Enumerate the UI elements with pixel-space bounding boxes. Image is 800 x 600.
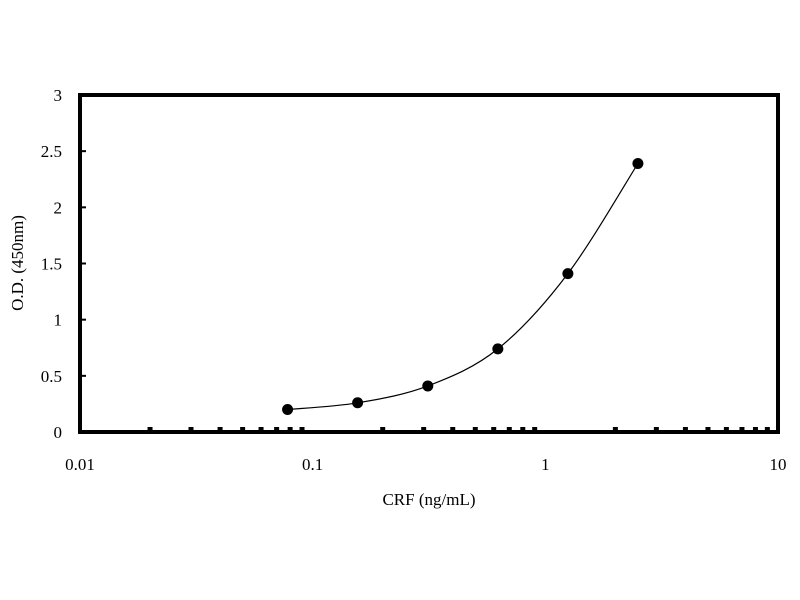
data-point (282, 404, 294, 416)
tick-labels: 0.01 0.1 1 10 0 0.5 1 1.5 2 2.5 3 (41, 86, 787, 474)
y-tick-label: 0.5 (41, 367, 62, 386)
data-point (632, 158, 644, 170)
y-tick-label: 0 (54, 423, 63, 442)
data-point (492, 343, 504, 355)
y-tick-label: 1 (54, 311, 63, 330)
data-point (562, 268, 574, 280)
x-tick-label: 1 (541, 455, 550, 474)
x-axis-title: CRF (ng/mL) (382, 490, 475, 509)
x-tick-label: 0.1 (302, 455, 323, 474)
x-tick-label: 10 (770, 455, 787, 474)
data-points (282, 158, 644, 416)
y-tick-label: 2.5 (41, 142, 62, 161)
data-point (352, 397, 364, 409)
data-point (422, 380, 434, 392)
axis-ticks (80, 94, 770, 433)
y-tick-label: 3 (54, 86, 63, 105)
y-tick-label: 1.5 (41, 255, 62, 274)
y-tick-label: 2 (54, 198, 63, 217)
fit-curve-line (287, 163, 639, 411)
plot-area-frame (78, 93, 780, 434)
x-tick-label: 0.01 (65, 455, 95, 474)
y-axis-title: O.D. (450nm) (8, 215, 27, 311)
